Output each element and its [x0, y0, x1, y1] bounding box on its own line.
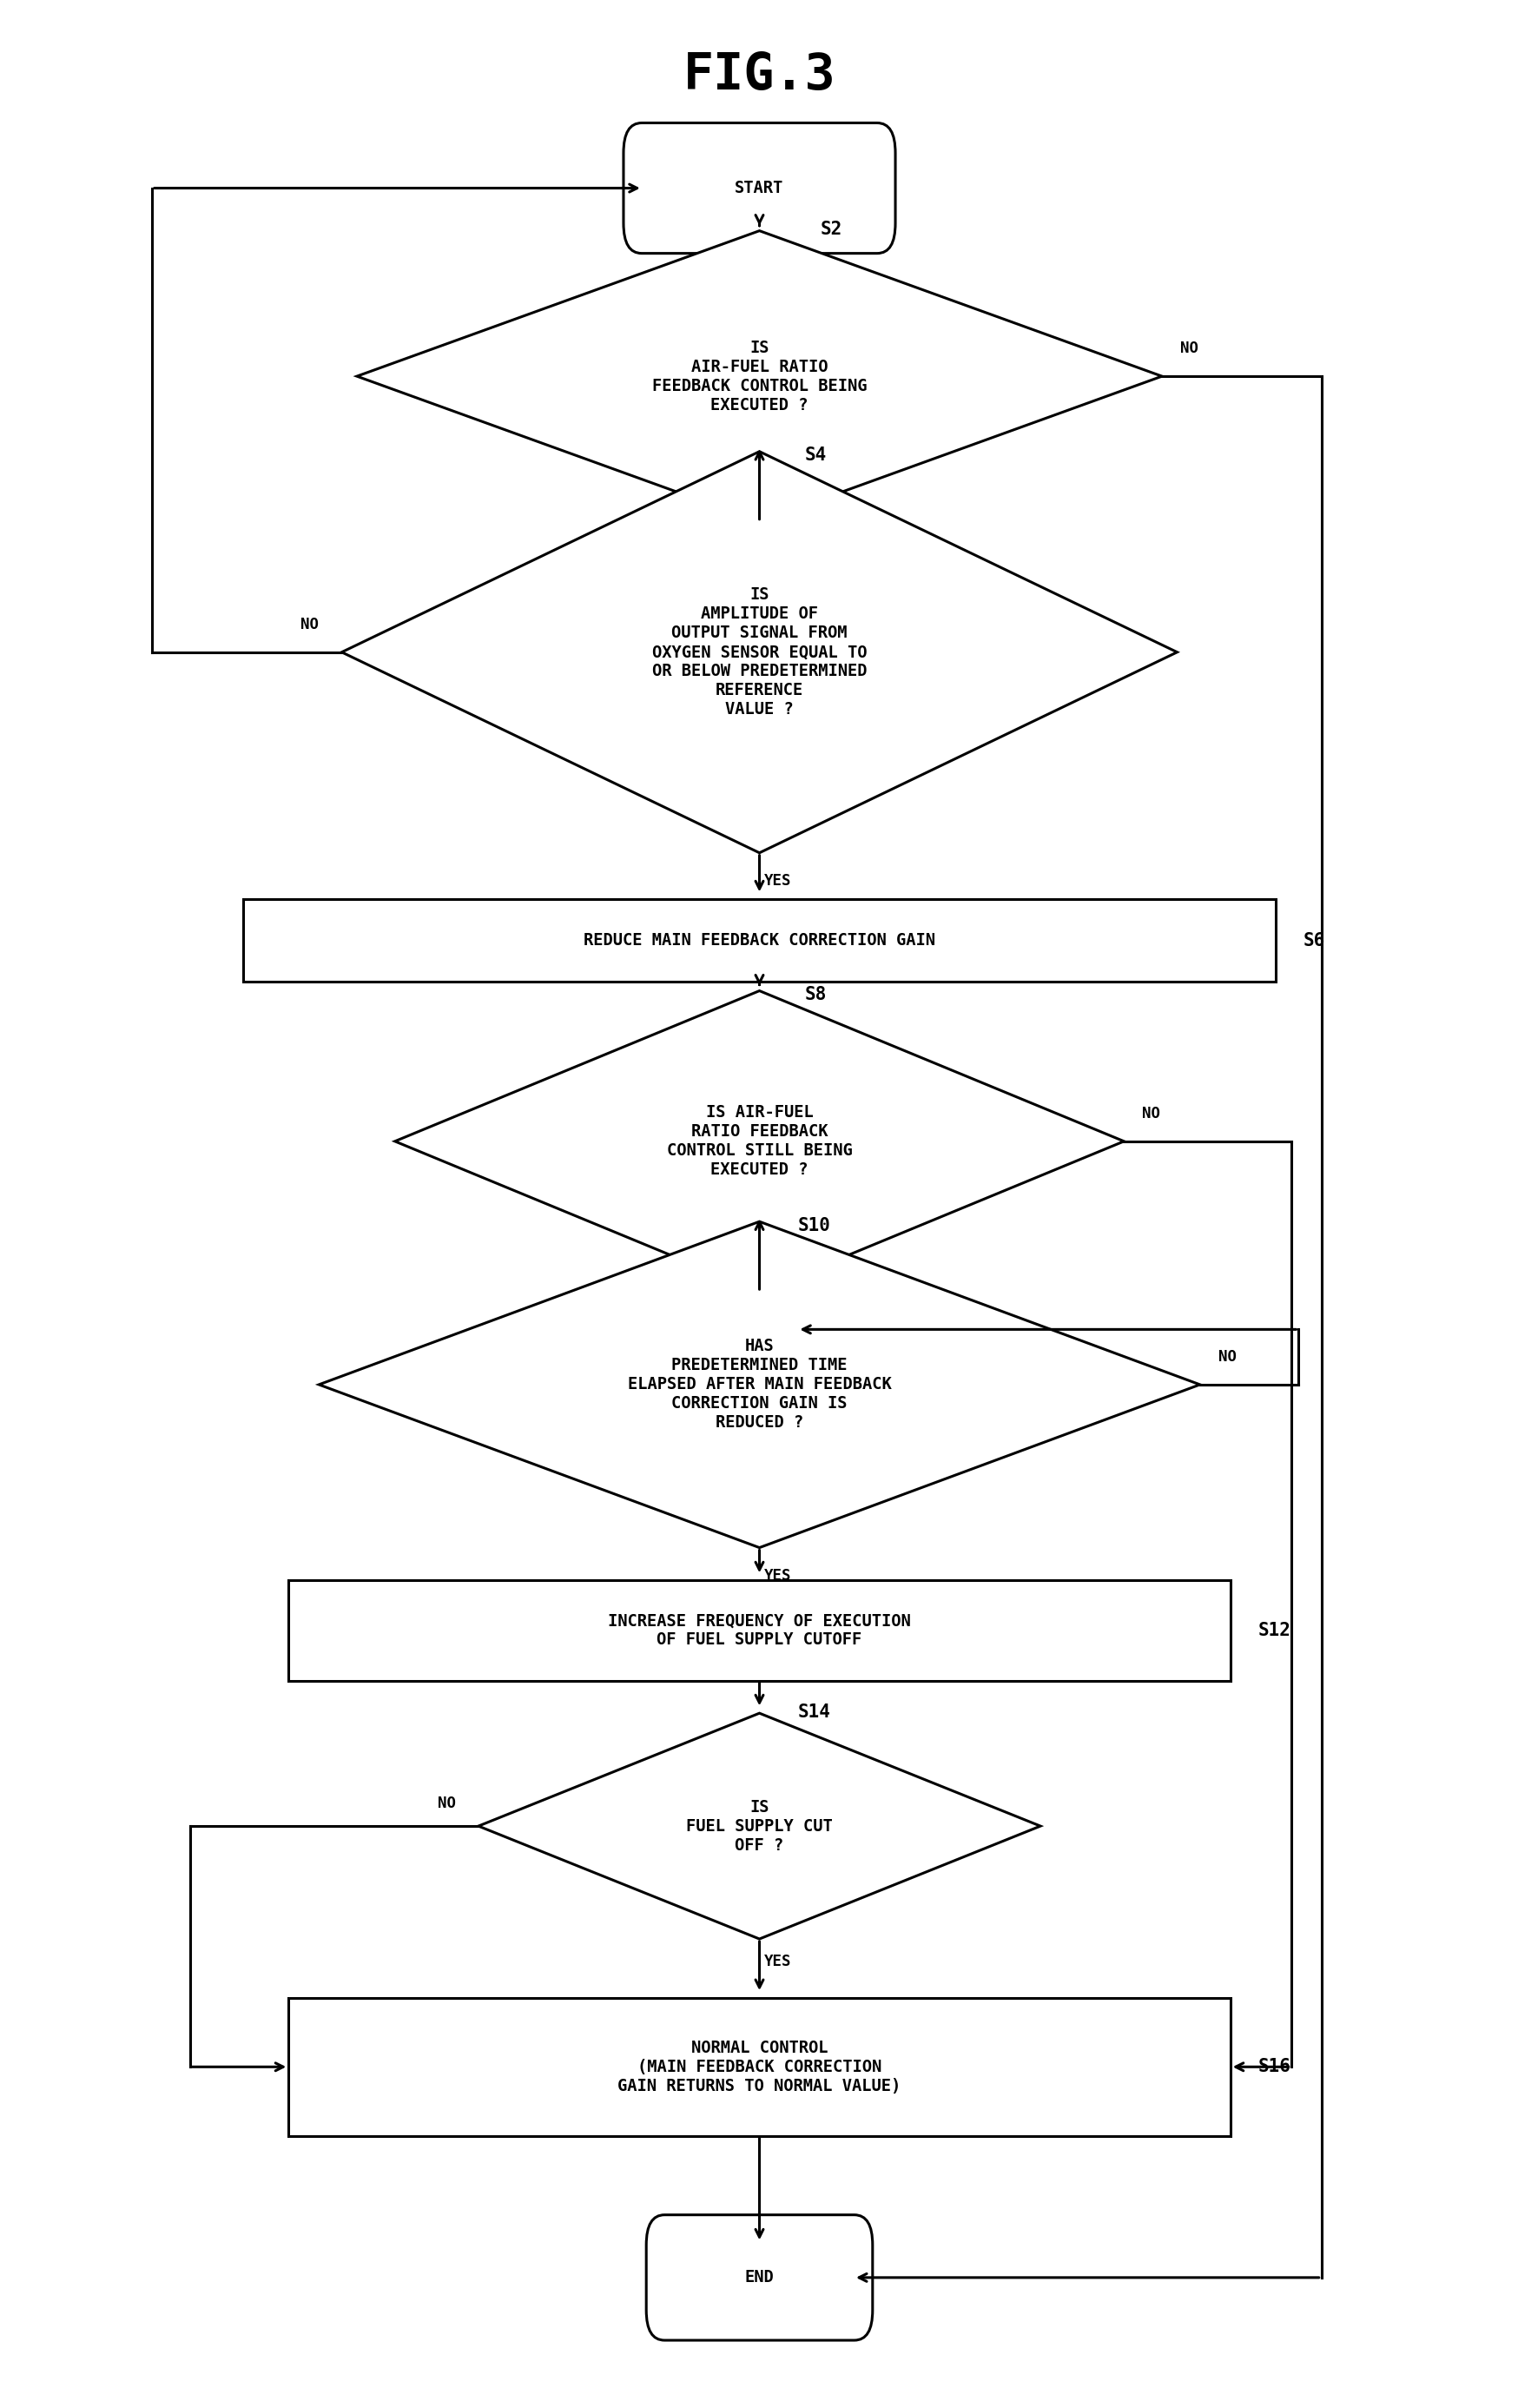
- Text: S2: S2: [820, 222, 841, 238]
- Text: YES: YES: [783, 1312, 811, 1327]
- Text: NO: NO: [301, 616, 319, 633]
- Text: FIG.3: FIG.3: [683, 51, 835, 101]
- Text: YES: YES: [764, 1953, 791, 1970]
- Text: S12: S12: [1257, 1621, 1290, 1640]
- Text: IS
FUEL SUPPLY CUT
OFF ?: IS FUEL SUPPLY CUT OFF ?: [686, 1799, 832, 1854]
- Text: S14: S14: [797, 1702, 830, 1722]
- Text: IS AIR-FUEL
RATIO FEEDBACK
CONTROL STILL BEING
EXECUTED ?: IS AIR-FUEL RATIO FEEDBACK CONTROL STILL…: [666, 1105, 852, 1178]
- Text: NORMAL CONTROL
(MAIN FEEDBACK CORRECTION
GAIN RETURNS TO NORMAL VALUE): NORMAL CONTROL (MAIN FEEDBACK CORRECTION…: [618, 2040, 900, 2095]
- Text: HAS
PREDETERMINED TIME
ELAPSED AFTER MAIN FEEDBACK
CORRECTION GAIN IS
REDUCED ?: HAS PREDETERMINED TIME ELAPSED AFTER MAI…: [627, 1339, 891, 1430]
- Text: IS
AMPLITUDE OF
OUTPUT SIGNAL FROM
OXYGEN SENSOR EQUAL TO
OR BELOW PREDETERMINED: IS AMPLITUDE OF OUTPUT SIGNAL FROM OXYGE…: [651, 588, 867, 718]
- Text: S10: S10: [797, 1216, 830, 1233]
- Text: S8: S8: [805, 985, 826, 1004]
- FancyBboxPatch shape: [622, 123, 894, 253]
- Text: S6: S6: [1302, 932, 1324, 949]
- Text: NO: NO: [437, 1796, 455, 1811]
- Text: INCREASE FREQUENCY OF EXECUTION
OF FUEL SUPPLY CUTOFF: INCREASE FREQUENCY OF EXECUTION OF FUEL …: [607, 1613, 911, 1647]
- Bar: [243, 898, 1275, 982]
- Polygon shape: [357, 231, 1161, 523]
- Text: YES: YES: [764, 1568, 791, 1584]
- Bar: [288, 1580, 1230, 1681]
- Text: NO: NO: [1179, 340, 1198, 356]
- Text: S16: S16: [1257, 2059, 1290, 2076]
- Text: START: START: [735, 181, 783, 197]
- Text: REDUCE MAIN FEEDBACK CORRECTION GAIN: REDUCE MAIN FEEDBACK CORRECTION GAIN: [583, 932, 935, 949]
- Text: S4: S4: [805, 445, 826, 465]
- Text: NO: NO: [1217, 1348, 1236, 1365]
- Text: YES: YES: [764, 542, 791, 556]
- Polygon shape: [395, 990, 1123, 1291]
- Text: NO: NO: [1142, 1105, 1160, 1122]
- Text: YES: YES: [764, 872, 791, 889]
- FancyBboxPatch shape: [647, 2215, 871, 2341]
- Bar: [288, 1999, 1230, 2136]
- Polygon shape: [319, 1221, 1199, 1548]
- Text: IS
AIR-FUEL RATIO
FEEDBACK CONTROL BEING
EXECUTED ?: IS AIR-FUEL RATIO FEEDBACK CONTROL BEING…: [651, 340, 867, 414]
- Text: END: END: [744, 2268, 774, 2285]
- Polygon shape: [342, 453, 1176, 852]
- Polygon shape: [478, 1712, 1040, 1938]
